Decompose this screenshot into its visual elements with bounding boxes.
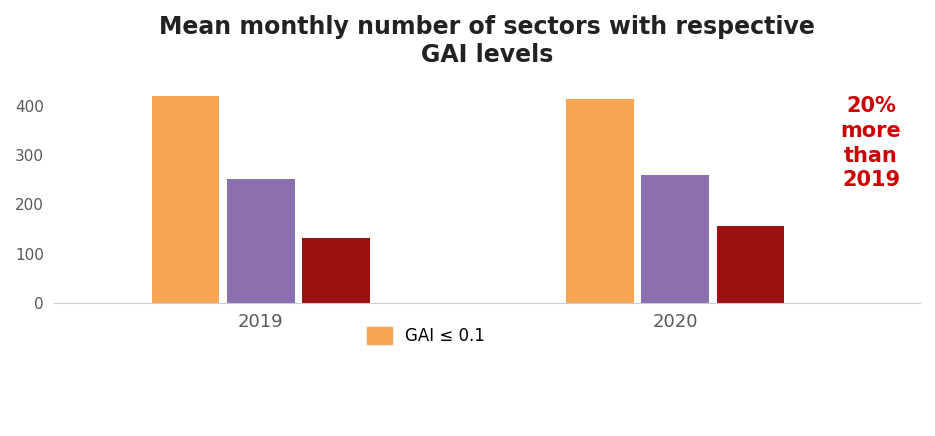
Bar [641,175,709,303]
Bar [716,225,784,303]
Bar [302,238,370,303]
Bar [151,96,220,303]
Legend: GAI ≤ 0.1: GAI ≤ 0.1 [361,320,492,352]
Title: Mean monthly number of sectors with respective
GAI levels: Mean monthly number of sectors with resp… [159,15,814,67]
Text: 20%
more
than
2019: 20% more than 2019 [841,96,901,191]
Bar [566,99,634,303]
Bar [227,179,295,303]
